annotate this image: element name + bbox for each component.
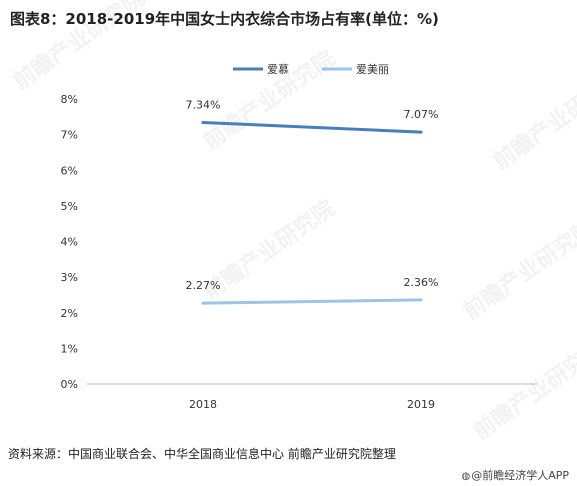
data-label: 7.34% bbox=[186, 99, 221, 112]
chart-title: 图表8：2018-2019年中国女士内衣综合市场占有率(单位：%) bbox=[10, 10, 439, 28]
legend-label: 爱慕 bbox=[267, 62, 289, 76]
brand-label: @前瞻经济学人APP bbox=[471, 469, 569, 482]
y-tick-label: 6% bbox=[61, 164, 78, 177]
watermark-text: 前瞻产业研究院 bbox=[459, 215, 577, 325]
y-tick-label: 4% bbox=[61, 236, 78, 249]
watermark-text: 前瞻产业研究院 bbox=[489, 65, 577, 175]
y-tick-label: 7% bbox=[61, 129, 78, 142]
y-tick-label: 3% bbox=[61, 271, 78, 284]
y-tick-label: 2% bbox=[61, 307, 78, 320]
series-lines bbox=[201, 121, 423, 305]
x-tick-label: 2019 bbox=[407, 398, 435, 411]
data-label: 2.36% bbox=[404, 276, 439, 289]
wechat-icon: ◍ bbox=[461, 471, 471, 482]
y-axis: 0% 1% 2% 3% 4% 5% 6% 7% 8% bbox=[61, 93, 78, 391]
legend-label: 爱美丽 bbox=[356, 63, 389, 76]
x-axis: 2018 2019 bbox=[87, 383, 537, 411]
x-tick-label: 2018 bbox=[189, 398, 217, 411]
watermark-text: 前瞻产业研究院 bbox=[9, 0, 150, 95]
legend: 爱慕 爱美丽 bbox=[233, 62, 389, 76]
data-label: 7.07% bbox=[404, 108, 439, 121]
y-tick-label: 0% bbox=[61, 378, 78, 391]
data-label: 2.27% bbox=[186, 279, 221, 292]
series-line bbox=[201, 298, 423, 305]
y-tick-label: 5% bbox=[61, 200, 78, 213]
series-line bbox=[201, 121, 423, 134]
watermark-text: 前瞻产业研究院 bbox=[469, 335, 577, 445]
data-labels: 7.34% 7.07% 2.27% 2.36% bbox=[186, 99, 439, 293]
brand-credit: ◍@前瞻经济学人APP bbox=[461, 467, 569, 483]
y-tick-label: 1% bbox=[61, 342, 78, 355]
y-tick-label: 8% bbox=[61, 93, 78, 106]
source-note: 资料来源：中国商业联合会、中华全国商业信息中心 前瞻产业研究院整理 bbox=[8, 447, 396, 461]
